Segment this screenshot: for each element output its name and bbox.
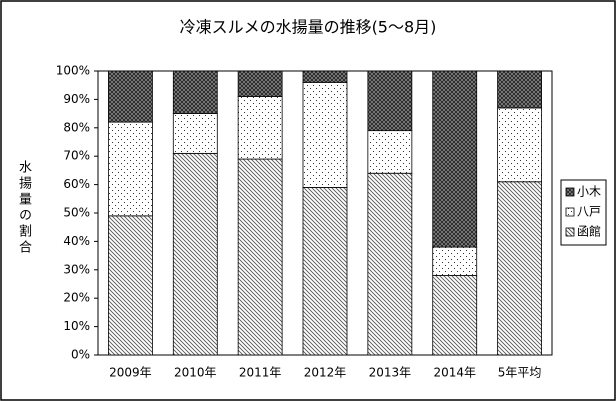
- bar-segment: [432, 70, 478, 248]
- legend-label: 八戸: [577, 205, 601, 219]
- y-tick-label: 40%: [63, 234, 90, 248]
- bar-segment: [367, 172, 413, 356]
- bar-segment: [302, 187, 348, 356]
- bar-segment: [367, 70, 413, 132]
- x-tick-label: 2014年: [433, 366, 476, 380]
- y-tick-label: 90%: [63, 92, 90, 106]
- y-tick-label: 30%: [63, 262, 90, 276]
- bar-segment: [108, 70, 153, 123]
- bar-segment: [432, 275, 478, 356]
- chart-title: 冷凍スルメの水揚量の推移(5～8月): [180, 18, 437, 37]
- y-tick-label: 10%: [63, 319, 90, 333]
- bar-segment: [497, 107, 542, 183]
- y-axis-label: 水揚量の割合: [16, 160, 31, 256]
- y-tick-label: 70%: [63, 149, 90, 163]
- y-tick-label: 50%: [63, 206, 90, 220]
- legend-label: 小木: [577, 185, 601, 199]
- y-tick-label: 20%: [63, 291, 90, 305]
- bar-segment: [497, 181, 542, 356]
- legend-swatch: [565, 187, 575, 197]
- bar-segment: [108, 121, 153, 217]
- bar-segment: [108, 215, 153, 356]
- bar-segment: [302, 70, 348, 83]
- bar-segment: [497, 70, 542, 109]
- y-tick-label: 80%: [63, 120, 90, 134]
- bar-segment: [172, 113, 218, 154]
- legend-swatch: [565, 207, 575, 217]
- legend-swatch: [565, 227, 575, 237]
- x-tick-label: 2009年: [109, 366, 152, 380]
- bar-segment: [237, 158, 283, 356]
- x-tick-label: 5年平均: [498, 366, 542, 380]
- bar-segment: [172, 152, 218, 356]
- x-tick-label: 2012年: [304, 366, 347, 380]
- bar-segment: [172, 70, 218, 114]
- y-tick-label: 60%: [63, 177, 90, 191]
- x-tick-label: 2013年: [369, 366, 412, 380]
- legend-label: 函館: [577, 224, 601, 239]
- y-tick-label: 100%: [56, 64, 90, 78]
- bar-segment: [237, 96, 283, 160]
- x-tick-label: 2011年: [239, 366, 282, 380]
- x-tick-label: 2010年: [174, 366, 217, 380]
- bar-segment: [302, 81, 348, 188]
- bar-segment: [367, 130, 413, 174]
- bar-segment: [432, 246, 478, 276]
- bar-segment: [237, 70, 283, 97]
- y-tick-label: 0%: [71, 348, 90, 362]
